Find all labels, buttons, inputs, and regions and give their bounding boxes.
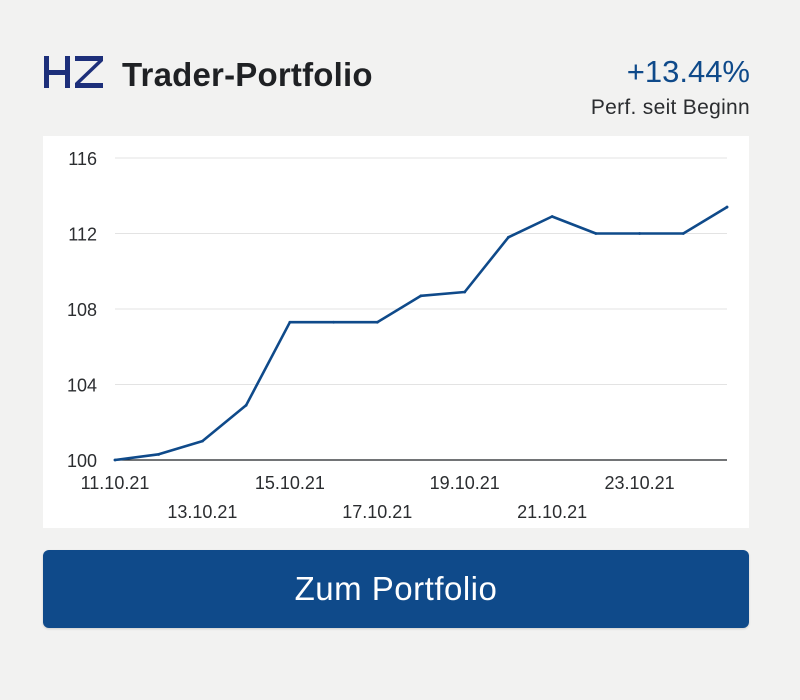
x-tick-label: 23.10.21	[605, 473, 675, 493]
data-point	[681, 232, 685, 235]
performance-value: +13.44%	[626, 54, 750, 89]
y-tick-label: 100	[67, 451, 97, 471]
data-point	[507, 235, 510, 239]
header: HZ Trader-Portfolio +13.44% Perf. seit B…	[42, 40, 750, 130]
data-point	[201, 439, 204, 443]
x-tick-label: 15.10.21	[255, 473, 325, 493]
data-point	[594, 232, 598, 235]
data-point	[157, 452, 161, 456]
data-point	[244, 403, 248, 407]
x-tick-label: 13.10.21	[167, 502, 237, 522]
data-point	[375, 320, 379, 324]
data-point	[550, 215, 554, 218]
data-point	[419, 294, 423, 298]
y-tick-label: 116	[68, 149, 97, 169]
performance-label: Perf. seit Beginn	[590, 96, 750, 119]
y-tick-label: 112	[68, 225, 97, 245]
x-tick-label: 19.10.21	[430, 473, 500, 493]
data-point	[332, 320, 335, 324]
data-point	[463, 290, 467, 294]
page-title: Trader-Portfolio	[122, 56, 373, 93]
data-point	[288, 320, 292, 324]
x-tick-label: 21.10.21	[517, 502, 587, 522]
y-tick-label: 108	[67, 300, 97, 320]
data-point	[113, 458, 117, 462]
hz-logo: HZ	[44, 56, 103, 88]
y-tick-label: 104	[67, 376, 97, 396]
performance-chart: 100 104 108 112 116 11.10.21 13.10.21 15.10.21 1…	[67, 149, 729, 522]
x-tick-label: 17.10.21	[342, 502, 412, 522]
data-point	[638, 232, 641, 235]
performance-series-line	[113, 205, 729, 462]
chart-card: 100 104 108 112 116 11.10.21 13.10.21 15.10.21 1…	[43, 136, 749, 528]
portfolio-button[interactable]: Zum Portfolio	[43, 550, 749, 628]
x-tick-label: 11.10.21	[81, 473, 150, 493]
data-point	[725, 205, 729, 209]
